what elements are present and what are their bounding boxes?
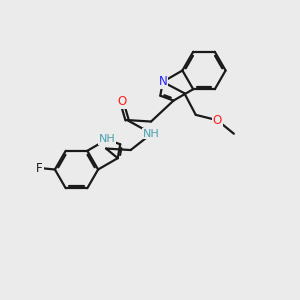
- Text: F: F: [36, 161, 43, 175]
- Text: NH: NH: [143, 128, 160, 139]
- Text: N: N: [158, 75, 167, 88]
- Text: O: O: [213, 114, 222, 127]
- Text: O: O: [117, 95, 126, 108]
- Text: NH: NH: [99, 134, 115, 145]
